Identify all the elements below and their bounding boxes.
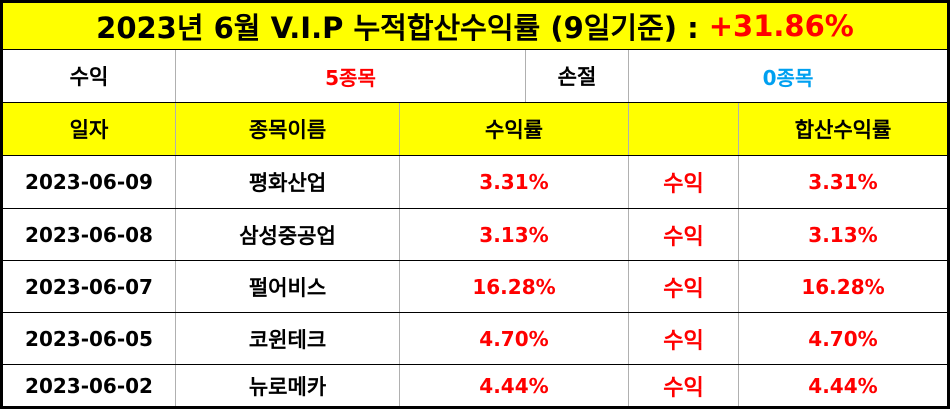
row-status: 수익 xyxy=(628,365,738,406)
row-date: 2023-06-09 xyxy=(25,170,153,194)
row-rate: 4.44% xyxy=(399,365,628,406)
page-title: 2023년 6월 V.I.P 누적합산수익률 (9일기준) : +31.86% xyxy=(3,3,947,50)
cumulative-return: +31.86% xyxy=(708,9,854,43)
header-rate: 수익률 xyxy=(399,103,628,155)
row-date: 2023-06-05 xyxy=(25,326,153,351)
row-name: 펄어비스 xyxy=(175,261,399,312)
header-name: 종목이름 xyxy=(175,103,399,155)
profit-count: 5종목 xyxy=(175,50,525,102)
table-row: 2023-06-05 코윈테크 4.70% 수익 4.70% xyxy=(3,313,947,365)
loss-label: 손절 xyxy=(525,50,628,102)
table-row: 2023-06-08 삼성중공업 3.13% 수익 3.13% xyxy=(3,209,947,261)
header-status xyxy=(628,103,738,155)
row-rate: 3.31% xyxy=(399,156,628,208)
row-total: 4.44% xyxy=(738,365,947,406)
table-header-row: 일자 종목이름 수익률 합산수익률 xyxy=(3,103,947,156)
header-total: 합산수익률 xyxy=(738,103,947,155)
summary-row: 수익 5종목 손절 0종목 xyxy=(3,50,947,103)
row-total: 3.31% xyxy=(738,156,947,208)
table-row: 2023-06-09 평화산업 3.31% 수익 3.31% xyxy=(3,156,947,209)
row-status: 수익 xyxy=(628,156,738,208)
row-total: 3.13% xyxy=(738,209,947,260)
row-total: 16.28% xyxy=(738,261,947,312)
row-status: 수익 xyxy=(628,313,738,364)
row-date: 2023-06-08 xyxy=(25,222,153,247)
loss-count: 0종목 xyxy=(628,50,947,102)
row-name: 삼성중공업 xyxy=(175,209,399,260)
row-status: 수익 xyxy=(628,209,738,260)
row-name: 뉴로메카 xyxy=(175,365,399,406)
table-row: 2023-06-07 펄어비스 16.28% 수익 16.28% xyxy=(3,261,947,313)
header-date: 일자 xyxy=(69,118,109,142)
row-name: 평화산업 xyxy=(175,156,399,208)
row-rate: 4.70% xyxy=(399,313,628,364)
row-rate: 16.28% xyxy=(399,261,628,312)
profit-label: 수익 xyxy=(69,65,109,89)
row-date: 2023-06-02 xyxy=(25,373,153,398)
row-date: 2023-06-07 xyxy=(25,274,153,299)
title-label: 2023년 6월 V.I.P 누적합산수익률 (9일기준) : xyxy=(96,11,699,45)
row-name: 코윈테크 xyxy=(175,313,399,364)
row-rate: 3.13% xyxy=(399,209,628,260)
row-total: 4.70% xyxy=(738,313,947,364)
table-row: 2023-06-02 뉴로메카 4.44% 수익 4.44% xyxy=(3,365,947,406)
row-status: 수익 xyxy=(628,261,738,312)
